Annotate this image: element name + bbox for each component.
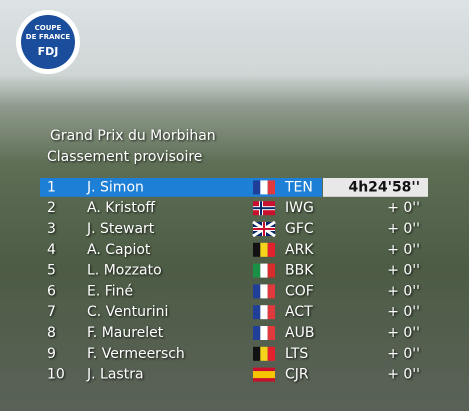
rider-name: E. Finé — [87, 283, 133, 299]
flag-stripe — [260, 326, 268, 340]
rider-name: J. Simon — [86, 179, 144, 195]
flag-stripe — [253, 180, 261, 195]
flag — [253, 326, 275, 340]
rider-name: J. Lastra — [86, 367, 144, 383]
rank: 8 — [47, 325, 56, 341]
time: + 0'' — [387, 263, 420, 279]
team-code: GFC — [285, 221, 314, 237]
title: Grand Prix du Morbihan — [50, 128, 216, 144]
time: + 0'' — [387, 325, 420, 341]
flag-stripe — [253, 346, 261, 361]
flag — [253, 242, 275, 257]
rank: 6 — [47, 283, 56, 299]
team-code: ACT — [285, 304, 313, 320]
rank: 4 — [47, 242, 56, 258]
flag-stripe — [253, 284, 261, 299]
logo-text: DE FRANCE — [26, 33, 71, 41]
flag-stripe — [260, 242, 268, 257]
team-code: LTS — [285, 346, 308, 362]
flag-stripe — [253, 263, 261, 278]
flag-stripe — [260, 305, 268, 320]
time: + 0'' — [387, 283, 420, 299]
flag — [253, 305, 275, 320]
flag — [253, 263, 275, 278]
time: + 0'' — [387, 304, 420, 320]
team-code: COF — [285, 283, 314, 299]
flag — [252, 220, 276, 238]
time: + 0'' — [387, 221, 420, 237]
flag-stripe — [253, 207, 275, 210]
flag — [253, 201, 275, 216]
flag — [253, 180, 275, 195]
flag-stripe — [253, 242, 261, 257]
time: + 0'' — [387, 200, 420, 216]
flag — [253, 367, 275, 382]
rank: 2 — [47, 200, 56, 216]
flag-stripe — [267, 326, 275, 340]
logo: COUPE DE FRANCE FDJ — [16, 10, 80, 74]
rider-name: J. Stewart — [86, 221, 155, 237]
table: 1 J. Simon TEN 4h24'58'' 2 A. Kristoff IWG + 0'… — [40, 178, 428, 383]
time: + 0'' — [387, 346, 420, 362]
flag-stripe — [260, 346, 268, 361]
flag — [253, 346, 275, 361]
flag-stripe — [253, 371, 275, 379]
flag-stripe — [267, 305, 275, 320]
rank: 9 — [47, 346, 56, 362]
rider-name: C. Venturini — [87, 304, 168, 320]
rank: 5 — [47, 263, 56, 279]
flag-stripe — [260, 263, 268, 278]
subtitle: Classement provisoire — [47, 149, 202, 165]
flag-stripe — [267, 284, 275, 299]
rider-name: A. Capiot — [87, 242, 151, 258]
flag-stripe — [267, 263, 275, 278]
team-code: CJR — [285, 367, 309, 383]
rank: 1 — [47, 179, 56, 195]
rider-name: L. Mozzato — [87, 263, 162, 279]
flag-stripe — [267, 346, 275, 361]
highlight-bar — [40, 178, 322, 197]
team-code: BBK — [285, 263, 314, 279]
flag-stripe — [260, 180, 268, 195]
flag-stripe — [253, 326, 261, 340]
team-code: TEN — [284, 179, 313, 195]
flag — [253, 284, 275, 299]
team-code: ARK — [285, 242, 314, 258]
rider-name: F. Vermeersch — [87, 346, 185, 362]
rank: 3 — [47, 221, 56, 237]
rank: 10 — [47, 367, 65, 383]
time-box — [323, 178, 428, 197]
rider-name: F. Maurelet — [87, 325, 164, 341]
time: 4h24'58'' — [348, 179, 420, 195]
team-code: AUB — [285, 325, 314, 341]
flag-stripe — [260, 284, 268, 299]
rank: 7 — [47, 304, 56, 320]
logo-text: COUPE — [35, 24, 62, 32]
flag-stripe — [267, 180, 275, 195]
flag-stripe — [253, 228, 275, 230]
flag-stripe — [267, 242, 275, 257]
rider-name: A. Kristoff — [87, 200, 155, 216]
flag-stripe — [253, 305, 261, 320]
logo-text: FDJ — [38, 45, 59, 58]
time: + 0'' — [387, 242, 420, 258]
time: + 0'' — [387, 367, 420, 383]
logo-inner — [21, 15, 75, 69]
team-code: IWG — [285, 200, 314, 216]
